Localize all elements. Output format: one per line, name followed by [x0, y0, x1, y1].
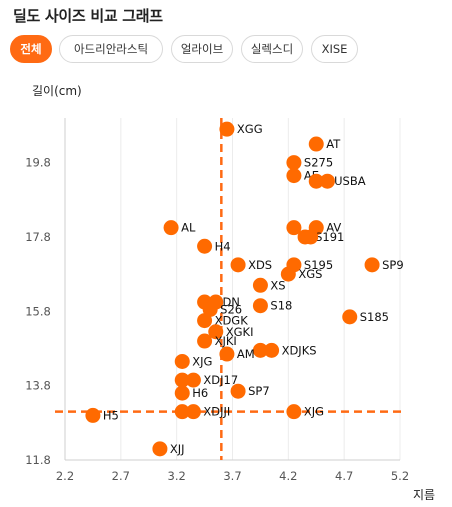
data-point-label: XDJJI	[203, 405, 230, 419]
data-point-label: S18	[270, 299, 292, 313]
data-point	[230, 383, 246, 399]
data-point-label: S195	[304, 258, 333, 272]
data-point	[174, 353, 190, 369]
data-point-label: S185	[360, 310, 389, 324]
data-point	[364, 257, 380, 273]
x-tick-label: 5.2	[391, 469, 409, 483]
data-point-label: XJG	[192, 354, 212, 368]
data-point-label: XJKI	[215, 334, 237, 348]
y-tick-label: 11.8	[25, 453, 51, 467]
data-point-label: AL	[181, 221, 196, 235]
data-point	[197, 238, 213, 254]
data-point-label: XGKI	[226, 325, 254, 339]
data-point	[197, 313, 213, 329]
data-point-label: S275	[304, 156, 333, 170]
data-point-label: XUSBA	[326, 174, 365, 188]
data-point	[152, 441, 168, 457]
data-point	[230, 257, 246, 273]
data-point-label: XS	[270, 278, 285, 292]
x-tick-label: 3.2	[168, 469, 186, 483]
data-point	[286, 155, 302, 171]
data-point-label: XDJ17	[203, 373, 238, 387]
x-tick-label: 4.7	[335, 469, 353, 483]
data-point-label: XJJ	[170, 442, 185, 456]
data-point	[185, 372, 201, 388]
data-point-label: H5	[103, 408, 119, 422]
data-point	[219, 121, 235, 137]
data-point	[252, 342, 268, 358]
tab-adrien-lastic[interactable]: 아드리안라스틱	[59, 35, 163, 63]
data-point-label: AM	[237, 347, 255, 361]
data-point-label: AV	[326, 221, 341, 235]
y-tick-label: 17.8	[25, 230, 51, 244]
data-point	[342, 309, 358, 325]
data-point-label: XDGK	[215, 314, 249, 328]
data-point-label: XDJKS	[282, 343, 317, 357]
data-point-label: AT	[326, 137, 341, 151]
data-point-label: SP7	[248, 384, 270, 398]
tab-silexd[interactable]: 실렉스디	[241, 35, 303, 63]
data-point	[308, 136, 324, 152]
data-point	[85, 407, 101, 423]
data-point-label: XGG	[237, 122, 263, 136]
y-tick-label: 13.8	[25, 379, 51, 393]
data-point	[252, 277, 268, 293]
data-point	[319, 173, 335, 189]
x-tick-label: 2.7	[112, 469, 130, 483]
data-point-label: XDS	[248, 258, 272, 272]
data-point	[303, 229, 319, 245]
tab-all[interactable]: 전체	[10, 35, 52, 63]
x-tick-label: 3.7	[223, 469, 241, 483]
tab-xise[interactable]: XISE	[311, 35, 358, 63]
data-point	[219, 346, 235, 362]
x-tick-label: 2.2	[56, 469, 74, 483]
data-point-label: XJG	[304, 405, 324, 419]
data-point	[286, 220, 302, 236]
data-point	[174, 404, 190, 420]
data-point-label: XGS	[298, 267, 322, 281]
y-tick-label: 19.8	[25, 156, 51, 170]
data-point	[163, 220, 179, 236]
tab-alive[interactable]: 얼라이브	[171, 35, 233, 63]
data-point-label: S26	[220, 302, 242, 316]
data-point	[286, 404, 302, 420]
data-point	[185, 404, 201, 420]
data-point	[308, 173, 324, 189]
data-point-label: SP9	[382, 258, 404, 272]
x-axis-label: 지름	[413, 488, 436, 502]
data-point	[264, 342, 280, 358]
page-title: 딜도 사이즈 비교 그래프	[13, 7, 163, 25]
y-axis-label: 길이(cm)	[32, 84, 82, 98]
data-point	[202, 301, 218, 317]
data-point	[208, 324, 224, 340]
x-tick-label: 4.2	[279, 469, 297, 483]
data-point	[280, 266, 296, 282]
data-point	[252, 298, 268, 314]
data-point	[174, 372, 190, 388]
data-point-label: H6	[192, 386, 208, 400]
data-point-label: S191	[315, 230, 344, 244]
data-point	[197, 333, 213, 349]
data-point-label: H4	[215, 239, 231, 253]
data-point	[174, 385, 190, 401]
y-tick-label: 15.8	[25, 304, 51, 318]
data-point	[286, 168, 302, 184]
